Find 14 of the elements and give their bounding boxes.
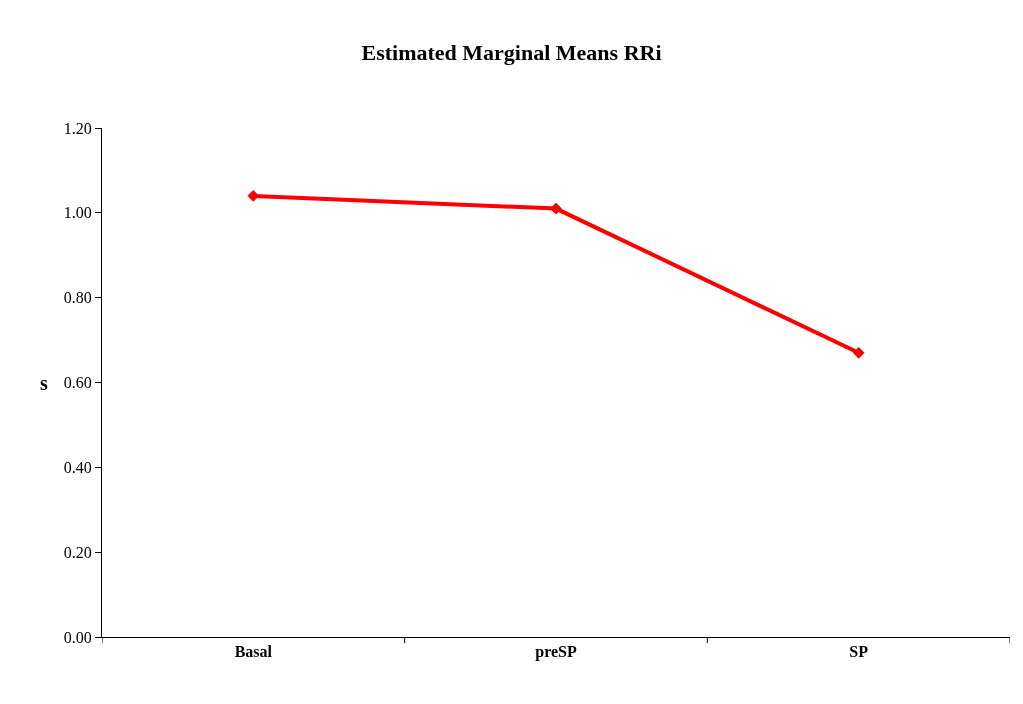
y-tick-label: 0.80	[63, 289, 92, 307]
y-tick-label: 0.60	[63, 374, 92, 392]
y-tick-label: 0.40	[63, 458, 92, 476]
y-tick-label: 1.00	[63, 204, 92, 222]
y-tick-label: 0.00	[63, 628, 92, 646]
chart-title: Estimated Marginal Means RRi	[361, 39, 662, 65]
y-axis-title: s	[40, 372, 48, 394]
x-tick-label: preSP	[535, 643, 577, 662]
y-tick-label: 1.20	[63, 119, 92, 137]
y-tick-label: 0.20	[63, 543, 92, 561]
point	[550, 202, 562, 215]
x-tick-label: Basal	[234, 643, 273, 661]
point	[852, 346, 865, 359]
x-tick-label: SP	[849, 643, 869, 661]
